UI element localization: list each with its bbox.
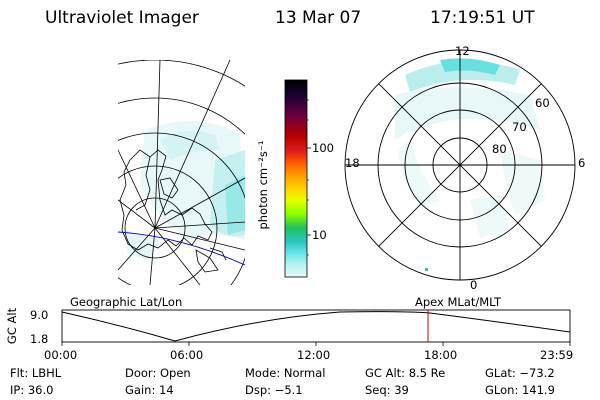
timeline-x-tick-0000: 00:00 xyxy=(44,348,78,362)
mode-value: Normal xyxy=(283,366,326,380)
timeline-y-label: GC Alt xyxy=(5,307,19,345)
dsp-readout: Dsp: −5.1 xyxy=(245,383,303,397)
dsp-label: Dsp: xyxy=(245,383,272,397)
mlt-label-0: 0 xyxy=(470,278,478,292)
latitude-circles xyxy=(118,60,245,285)
gc-alt-value: 8.5 Re xyxy=(408,366,446,380)
door-readout: Door: Open xyxy=(125,366,191,380)
mlat-label-70: 70 xyxy=(512,120,527,134)
timeline-x-tick-2359: 23:59 xyxy=(540,348,574,362)
colorbar xyxy=(284,79,311,278)
polar-map xyxy=(344,49,576,281)
mode-label: Mode: xyxy=(245,366,281,380)
gain-value: 14 xyxy=(158,383,174,397)
aurora-haze-right xyxy=(395,58,545,238)
timeline-x-tick-1800: 18:00 xyxy=(424,348,458,362)
door-value: Open xyxy=(159,366,191,380)
mlt-label-18: 18 xyxy=(345,156,360,170)
seq-value: 39 xyxy=(394,383,409,397)
colorbar-tick-10: 10 xyxy=(312,228,327,242)
dsp-value: −5.1 xyxy=(274,383,303,397)
coastline xyxy=(119,149,227,273)
geographic-map xyxy=(118,60,245,285)
timeline-y-tick-min: 1.8 xyxy=(30,332,49,346)
timeline-x-tick-1200: 12:00 xyxy=(297,348,331,362)
glat-value: −73.2 xyxy=(519,366,555,380)
polar-grid xyxy=(344,49,576,281)
door-label: Door: xyxy=(125,366,157,380)
mlat-label-60: 60 xyxy=(535,96,550,110)
filter-readout: Flt: LBHL xyxy=(10,366,61,380)
geographic-caption: Geographic Lat/Lon xyxy=(70,295,183,309)
longitude-lines xyxy=(118,60,245,285)
mlt-label-6: 6 xyxy=(578,156,586,170)
mode-readout: Mode: Normal xyxy=(245,366,325,380)
mlt-label-12: 12 xyxy=(455,44,470,58)
gain-readout: Gain: 14 xyxy=(125,383,174,397)
ip-value: 36.0 xyxy=(27,383,54,397)
colorbar-tick-100: 100 xyxy=(312,141,334,155)
glat-readout: GLat: −73.2 xyxy=(485,366,555,380)
filter-value: LBHL xyxy=(31,366,62,380)
colorbar-unit-label: photon cm⁻²s⁻¹ xyxy=(256,140,270,230)
gc-alt-label: GC Alt: xyxy=(365,366,406,380)
glat-label: GLat: xyxy=(485,366,516,380)
glon-label: GLon: xyxy=(485,383,519,397)
ip-label: IP: xyxy=(10,383,25,397)
gain-label: Gain: xyxy=(125,383,156,397)
seq-readout: Seq: 39 xyxy=(365,383,409,397)
filter-label: Flt: xyxy=(10,366,29,380)
date-label: 13 Mar 07 xyxy=(275,8,362,28)
glon-value: 141.9 xyxy=(521,383,555,397)
glon-readout: GLon: 141.9 xyxy=(485,383,555,397)
apex-caption: Apex MLat/MLT xyxy=(415,295,502,309)
timeline-x-tick-0600: 06:00 xyxy=(170,348,204,362)
ip-readout: IP: 36.0 xyxy=(10,383,53,397)
terminator-line xyxy=(118,231,245,266)
time-label: 17:19:51 UT xyxy=(430,8,535,28)
mlat-label-80: 80 xyxy=(492,142,507,156)
timeline-y-tick-max: 9.0 xyxy=(30,308,49,322)
seq-label: Seq: xyxy=(365,383,391,397)
gc-alt-readout: GC Alt: 8.5 Re xyxy=(365,366,445,380)
instrument-title: Ultraviolet Imager xyxy=(45,8,199,28)
altitude-timeline xyxy=(61,309,571,346)
